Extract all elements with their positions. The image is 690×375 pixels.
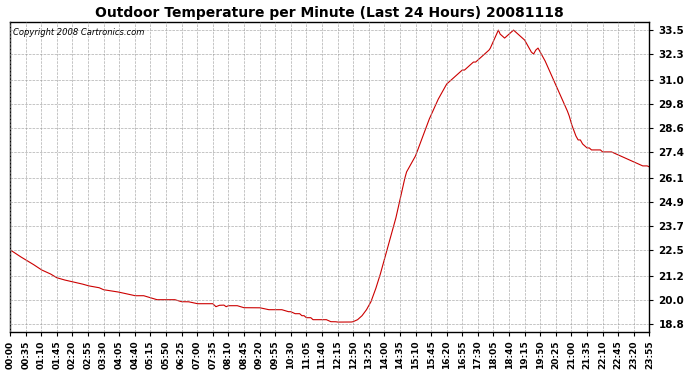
Title: Outdoor Temperature per Minute (Last 24 Hours) 20081118: Outdoor Temperature per Minute (Last 24 … <box>95 6 564 20</box>
Text: Copyright 2008 Cartronics.com: Copyright 2008 Cartronics.com <box>13 28 145 37</box>
